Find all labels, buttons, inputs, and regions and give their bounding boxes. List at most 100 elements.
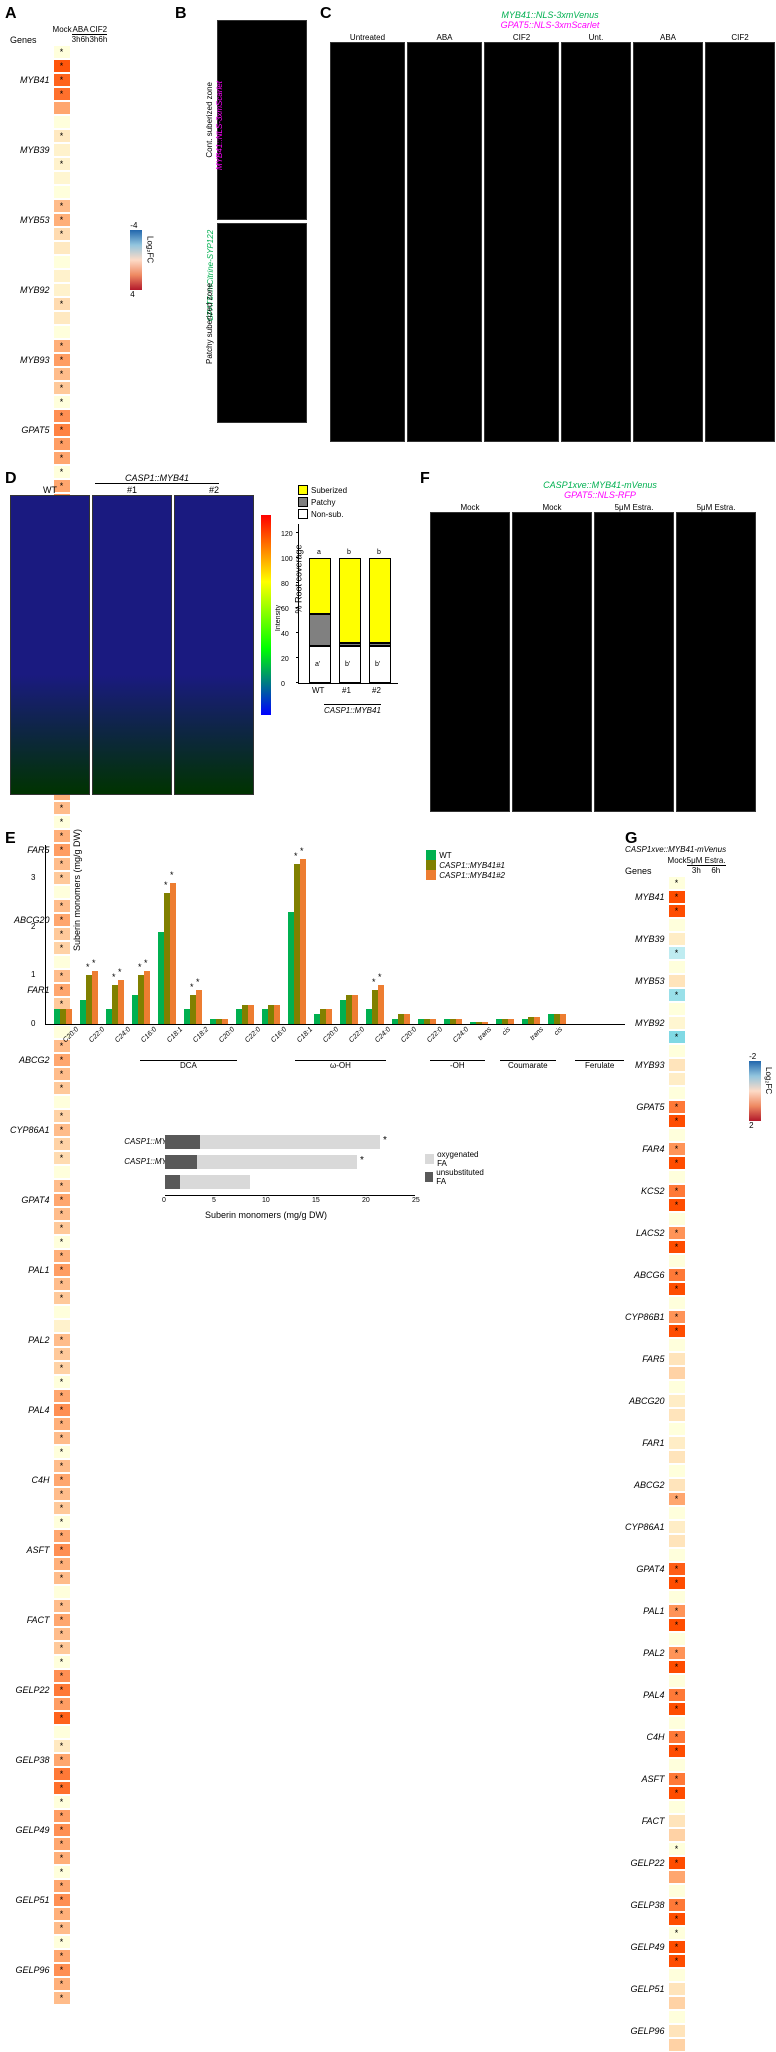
heatmap-cell: * bbox=[53, 1949, 71, 1963]
panel-c-reporter1: MYB41::NLS-3xmVenus bbox=[501, 10, 598, 20]
heatmap-cell bbox=[668, 1058, 686, 1072]
zone1-label: Cont. suberized zone bbox=[205, 82, 214, 158]
heatmap-cell: * bbox=[53, 1753, 71, 1767]
heatmap-cell bbox=[53, 269, 71, 283]
heatmap-cell bbox=[668, 1436, 686, 1450]
figure-container: A MockABACIF2Genes3h6h3h6hMYB41****MYB39… bbox=[0, 0, 776, 1354]
heatmap-cell: * bbox=[53, 1977, 71, 1991]
heatmap-cell: * bbox=[53, 367, 71, 381]
gene-label: KCS2 bbox=[625, 1170, 668, 1212]
heatmap-cell: * bbox=[668, 946, 686, 960]
heatmap-cell: * bbox=[53, 465, 71, 479]
heatmap-cell bbox=[668, 1450, 686, 1464]
bar bbox=[118, 980, 124, 1024]
heatmap-cell: * bbox=[668, 1576, 686, 1590]
heatmap-cell: * bbox=[53, 1445, 71, 1459]
heatmap-cell bbox=[668, 1716, 686, 1730]
bar-unsub bbox=[165, 1135, 200, 1149]
heatmap-cell: * bbox=[53, 1991, 71, 2005]
heatmap-cell bbox=[668, 1884, 686, 1898]
heatmap-cell bbox=[53, 283, 71, 297]
heatmap-cell: * bbox=[53, 1543, 71, 1557]
gene-label: MYB39 bbox=[625, 918, 668, 960]
bar-patchy bbox=[339, 643, 361, 646]
heatmap-cell bbox=[668, 1086, 686, 1100]
heatmap-cell: * bbox=[53, 1739, 71, 1753]
heatmap-cell: * bbox=[53, 45, 71, 59]
heatmap-cell: * bbox=[53, 1837, 71, 1851]
heatmap-cell bbox=[53, 325, 71, 339]
heatmap-cell: * bbox=[53, 1501, 71, 1515]
heatmap-cell: * bbox=[53, 297, 71, 311]
heatmap-cell: * bbox=[668, 1646, 686, 1660]
heatmap-cell: * bbox=[53, 1361, 71, 1375]
panel-f-reporter1: CASP1xve::MYB41-mVenus bbox=[543, 480, 657, 490]
gene-label: GELP96 bbox=[625, 2010, 668, 2052]
heatmap-cell: * bbox=[53, 1921, 71, 1935]
microscopy-b2 bbox=[217, 223, 307, 423]
heatmap-cell: * bbox=[53, 1487, 71, 1501]
gene-label: LACS2 bbox=[625, 1212, 668, 1254]
gene-label: ASFT bbox=[10, 1515, 53, 1585]
legend-item: CASP1::MYB41#2 bbox=[426, 870, 505, 880]
panel-f-reporter2: GPAT5::NLS-RFP bbox=[564, 490, 636, 500]
bar bbox=[300, 859, 306, 1024]
heatmap-cell: * bbox=[53, 381, 71, 395]
heatmap-cell: * bbox=[53, 829, 71, 843]
panel-f: CASP1xve::MYB41-mVenus GPAT5::NLS-RFP Mo… bbox=[430, 480, 770, 812]
heatmap-cell bbox=[53, 1725, 71, 1739]
heatmap-cell: * bbox=[53, 1781, 71, 1795]
heatmap-cell: * bbox=[53, 213, 71, 227]
bar-suberized bbox=[309, 558, 331, 614]
bar-oxy bbox=[180, 1175, 250, 1189]
heatmap-cell: * bbox=[668, 1492, 686, 1506]
heatmap-cell: * bbox=[53, 1683, 71, 1697]
microscopy-c0 bbox=[330, 42, 405, 442]
heatmap-cell: * bbox=[668, 1268, 686, 1282]
gene-label: C4H bbox=[10, 1445, 53, 1515]
heatmap-cell: * bbox=[53, 87, 71, 101]
heatmap-cell bbox=[668, 1380, 686, 1394]
gene-label: FACT bbox=[10, 1585, 53, 1655]
gene-label: FAR5 bbox=[625, 1338, 668, 1380]
microscopy-d2 bbox=[174, 495, 254, 795]
heatmap-cell: * bbox=[668, 1730, 686, 1744]
heatmap-cell bbox=[668, 1422, 686, 1436]
heatmap-cell bbox=[53, 311, 71, 325]
heatmap-cell: * bbox=[668, 1842, 686, 1856]
intensity-colorbar bbox=[261, 515, 271, 715]
gene-label: CYP86A1 bbox=[625, 1506, 668, 1548]
gene-label: ASFT bbox=[625, 1758, 668, 1800]
heatmap-cell: * bbox=[53, 1389, 71, 1403]
gene-label: GELP51 bbox=[625, 1968, 668, 2010]
heatmap-cell bbox=[668, 1828, 686, 1842]
bar-patchy bbox=[309, 614, 331, 645]
heatmap-cell: * bbox=[53, 1473, 71, 1487]
heatmap-cell: * bbox=[668, 1226, 686, 1240]
panel-g-heatmap: CASP1xve::MYB41-mVenusMock5μM Estra.Gene… bbox=[625, 845, 726, 2052]
heatmap-cell: * bbox=[53, 1851, 71, 1865]
heatmap-cell: * bbox=[668, 1954, 686, 1968]
heatmap-cell bbox=[53, 143, 71, 157]
microscopy-f3 bbox=[676, 512, 756, 812]
heatmap-cell: * bbox=[53, 1403, 71, 1417]
heatmap-cell: * bbox=[668, 1702, 686, 1716]
heatmap-cell: * bbox=[53, 1669, 71, 1683]
heatmap-cell: * bbox=[668, 1926, 686, 1940]
heatmap-cell: * bbox=[53, 227, 71, 241]
heatmap-cell: * bbox=[668, 876, 686, 890]
heatmap-cell: * bbox=[668, 988, 686, 1002]
heatmap-cell: * bbox=[53, 1277, 71, 1291]
bar bbox=[196, 990, 202, 1024]
heatmap-cell: * bbox=[53, 353, 71, 367]
heatmap-cell: * bbox=[53, 1417, 71, 1431]
heatmap-cell: * bbox=[668, 1198, 686, 1212]
microscopy-f0 bbox=[430, 512, 510, 812]
panel-f-label: F bbox=[420, 470, 430, 488]
heatmap-cell: * bbox=[53, 59, 71, 73]
heatmap-cell bbox=[668, 2024, 686, 2038]
heatmap-cell: * bbox=[53, 1333, 71, 1347]
bar-suberized bbox=[339, 558, 361, 643]
heatmap-cell: * bbox=[53, 1235, 71, 1249]
heatmap-cell bbox=[53, 171, 71, 185]
